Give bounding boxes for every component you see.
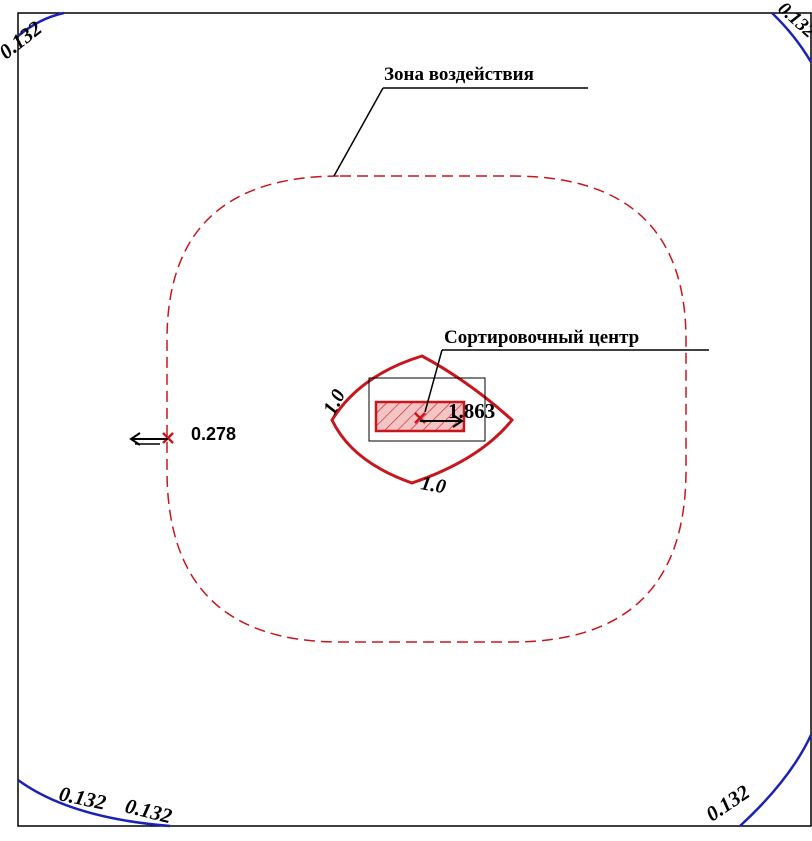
isoline-0132-top-right xyxy=(771,12,812,63)
isoline-0132-top-left xyxy=(17,11,65,37)
isoline-0132-bottom-left xyxy=(17,778,171,828)
arrow-icon xyxy=(420,414,464,428)
isoline-0132-bottom-right xyxy=(739,734,812,827)
isoline-1-0-label-left: 1.0 xyxy=(319,386,350,418)
center-leader-line xyxy=(424,349,443,413)
zone-leader-line xyxy=(333,87,384,177)
isoline-label-bottom-left-1: 0.132 xyxy=(57,781,109,814)
arrow-icon xyxy=(129,432,168,446)
isoline-label-bottom-left-2: 0.132 xyxy=(123,794,175,829)
impact-zone-boundary xyxy=(166,175,687,643)
source-value-label: 1.863 xyxy=(448,399,495,423)
isoline-1-0-label-bottom: 1.0 xyxy=(419,472,447,498)
map-frame xyxy=(17,12,812,827)
boundary-point-value: 0.278 xyxy=(191,424,236,444)
zone-title: Зона воздействия xyxy=(384,64,534,85)
center-title: Сортировочный центр xyxy=(444,327,639,348)
sorting-center-outline xyxy=(368,377,486,442)
isoline-1-0 xyxy=(330,354,515,485)
